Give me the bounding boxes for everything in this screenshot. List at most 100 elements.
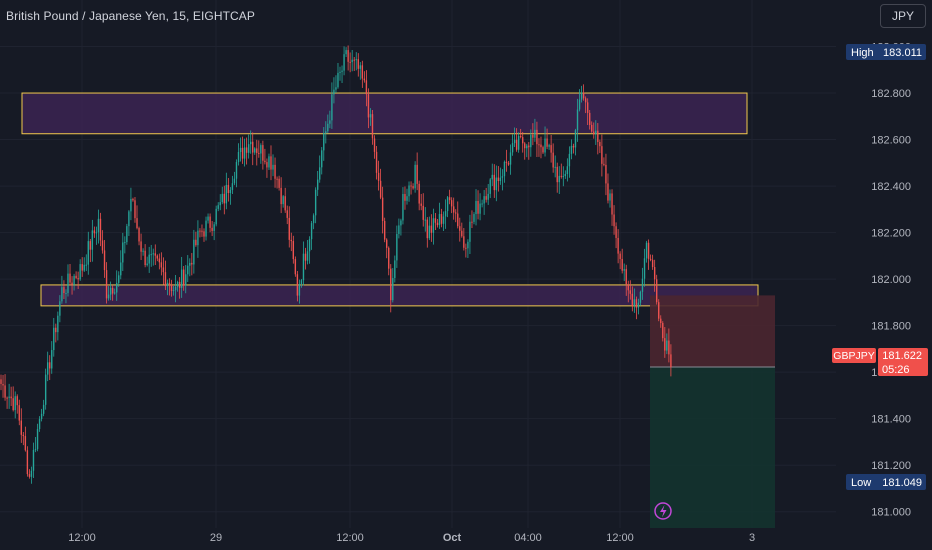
candle-body: [294, 259, 297, 275]
candle-body: [491, 174, 493, 180]
candle-body: [647, 242, 650, 259]
candle-body: [428, 225, 431, 239]
candle-body: [398, 225, 400, 234]
candle-body: [339, 71, 341, 73]
time-tick-label: 29: [210, 532, 222, 544]
grid-lines: [0, 0, 836, 528]
candle-body: [124, 242, 126, 244]
candle-body: [343, 54, 345, 71]
candle-body: [446, 197, 449, 212]
candle-body: [280, 187, 282, 205]
low-price-tag: Low 181.049: [846, 474, 926, 490]
candle-body: [550, 145, 552, 153]
time-axis[interactable]: 12:00 29 12:00 Oct 04:00 12:00 3: [0, 528, 932, 550]
candle-body: [282, 196, 284, 205]
high-price-tag: High 183.011: [846, 44, 926, 60]
candle-body: [30, 470, 33, 477]
candle-body: [308, 239, 311, 252]
candle-body: [22, 434, 25, 437]
candle-body: [603, 163, 605, 165]
candle-body: [120, 262, 122, 276]
candle-body: [215, 208, 217, 225]
candle-body: [152, 253, 154, 255]
currency-button[interactable]: JPY: [880, 4, 926, 28]
candle-body: [57, 315, 59, 333]
candle-body: [576, 109, 579, 131]
candle-body: [611, 193, 613, 215]
candle-body: [497, 177, 500, 182]
candle-body: [197, 230, 199, 246]
candle-body: [176, 281, 179, 287]
candle-body: [321, 150, 323, 168]
candle-body: [605, 164, 607, 184]
last-price-tag: GBPJPY 181.622 05:26: [832, 348, 928, 376]
candle-body: [349, 61, 351, 63]
candle-body: [509, 152, 512, 165]
candle-body: [418, 183, 420, 204]
candle-body: [373, 138, 376, 152]
candle-body: [172, 290, 175, 292]
candle-body: [185, 274, 187, 286]
candle-body: [463, 236, 465, 248]
candle-body: [211, 227, 213, 231]
candle-body: [107, 294, 110, 299]
candle-body: [442, 216, 445, 224]
candle-body: [538, 144, 540, 146]
candle-body: [386, 239, 388, 248]
candle-body: [138, 228, 140, 242]
candle-body: [649, 258, 652, 260]
candle-body: [432, 218, 435, 233]
candle-body: [461, 230, 463, 237]
candle-body: [591, 124, 593, 132]
candle-body: [499, 177, 502, 182]
candle-body: [335, 87, 337, 90]
candle-body: [566, 166, 569, 175]
time-tick-label: Oct: [443, 532, 462, 544]
candle-body: [562, 176, 565, 178]
candle-body: [623, 269, 625, 271]
candle-body: [168, 282, 171, 286]
candle-body: [633, 299, 636, 306]
candle-body: [122, 242, 124, 263]
candle-body: [530, 134, 532, 148]
candle-body: [625, 269, 627, 285]
last-price-value: 181.622: [882, 350, 922, 362]
candle-body: [635, 299, 638, 308]
candle-body: [166, 282, 169, 287]
candle-body: [55, 327, 57, 333]
candle-body: [448, 197, 451, 201]
candle-body: [4, 385, 6, 398]
candle-body: [140, 241, 142, 252]
candle-body: [416, 164, 418, 184]
candle-body: [319, 167, 321, 180]
candle-body: [522, 137, 524, 144]
time-axis-bg: [0, 528, 932, 550]
candle-body: [306, 251, 309, 261]
candle-body: [495, 177, 498, 191]
candle-body: [475, 200, 477, 215]
candle-body: [629, 290, 631, 294]
candle-body: [217, 205, 219, 209]
candle-body: [296, 274, 299, 296]
candle-body: [363, 78, 366, 81]
candle-body: [227, 184, 230, 194]
candle-body: [142, 250, 144, 252]
candle-body: [128, 211, 130, 227]
candle-body: [396, 233, 398, 261]
candle-body: [337, 72, 339, 88]
price-axis[interactable]: 183.000182.800182.600182.400182.200182.0…: [836, 0, 932, 550]
candle-body: [511, 143, 514, 153]
candle-body: [517, 136, 520, 150]
candle-body: [412, 186, 414, 189]
chart-title: British Pound / Japanese Yen, 15, EIGHTC…: [6, 9, 256, 23]
candle-body: [170, 285, 173, 291]
candle-body: [361, 65, 364, 79]
candle-body: [584, 98, 587, 103]
candle-body: [383, 220, 386, 240]
candle-body: [670, 354, 672, 368]
candle-body: [554, 166, 556, 168]
candle-body: [105, 270, 108, 299]
candle-body: [467, 241, 469, 249]
